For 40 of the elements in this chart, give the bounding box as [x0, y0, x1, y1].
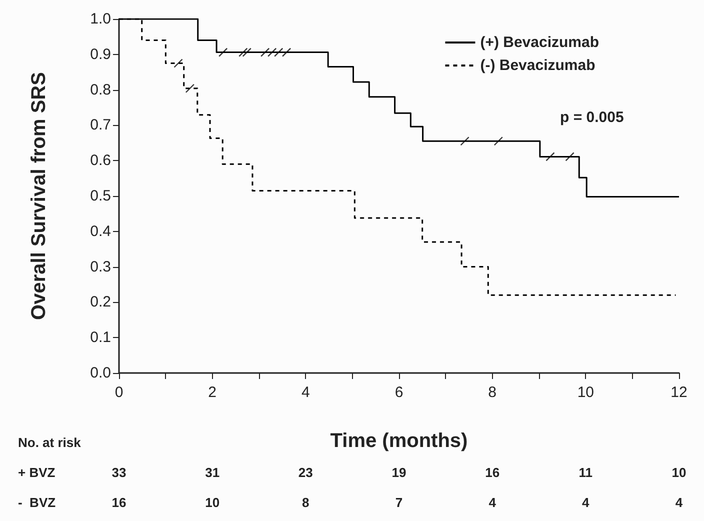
text: 33: [112, 465, 126, 480]
y-tick-label: 0.4: [90, 222, 111, 240]
y-tick-label: 0.5: [90, 188, 111, 204]
text: 8: [302, 495, 310, 510]
text: 19: [392, 465, 406, 480]
text: 23: [298, 465, 313, 480]
y-tick-label: 0.7: [90, 116, 111, 134]
y-axis-title: Overall Survival from SRS: [28, 72, 50, 320]
text: 16: [485, 465, 500, 480]
y-tick-label: 0.8: [90, 81, 111, 98]
x-axis-title: Time (months): [330, 430, 468, 452]
y-tick-label: 0.0: [90, 364, 111, 382]
x-tick-label: 10: [577, 384, 594, 401]
y-tick-label: 0.2: [90, 294, 111, 311]
x-tick-label: 12: [670, 384, 688, 401]
x-tick-label: 2: [208, 384, 217, 401]
x-tick-label: 4: [301, 384, 310, 401]
y-tick-label: 0.9: [90, 46, 111, 63]
y-tick-label: 0.3: [90, 258, 111, 276]
text: + BVZ: [18, 465, 56, 480]
text: 31: [205, 465, 220, 480]
annotation: p = 0.005: [560, 109, 624, 126]
y-tick-label: 0.6: [90, 152, 111, 170]
text: 10: [672, 465, 686, 480]
legend-label: (-) Bevacizumab: [480, 57, 596, 74]
text: 4: [488, 495, 497, 510]
text: 10: [205, 495, 220, 510]
x-tick-label: 8: [488, 384, 497, 401]
text: 4: [582, 495, 590, 510]
text: 4: [675, 495, 684, 510]
text: 7: [395, 495, 403, 510]
legend-label: (+) Bevacizumab: [480, 34, 600, 51]
text: - BVZ: [18, 495, 56, 510]
x-tick-label: 6: [394, 384, 404, 401]
text: 16: [112, 495, 126, 510]
y-tick-label: 0.1: [90, 329, 111, 346]
y-tick-label: 1.0: [90, 10, 111, 28]
text: No. at risk: [18, 435, 82, 450]
text: 11: [578, 465, 593, 480]
x-tick-label: 0: [114, 384, 124, 401]
